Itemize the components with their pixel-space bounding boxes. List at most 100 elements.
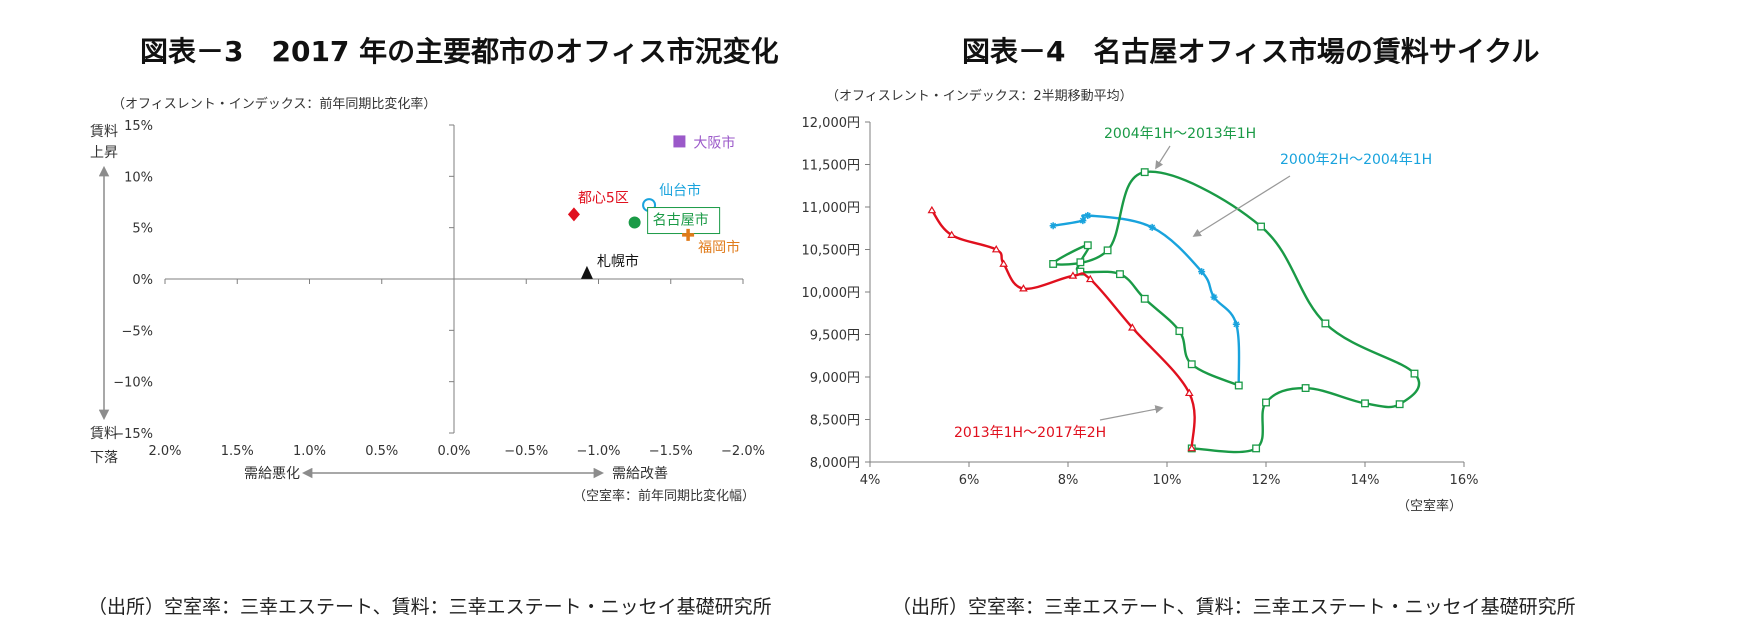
annotation-arrow-green xyxy=(1155,145,1171,170)
x-tick-label: 0.0% xyxy=(437,444,470,459)
series-line-green xyxy=(1051,170,1421,454)
series-point-red xyxy=(1184,388,1194,397)
x-tick-label: 8% xyxy=(1058,473,1079,488)
series-point-red xyxy=(991,245,1001,253)
series-point-red xyxy=(1068,271,1078,279)
scatter-chart: （オフィスレント・インデックス：前年同期比変化率） 2.0% 1.5% 1.0% 0.5… xyxy=(90,96,765,504)
right-chart-title: 図表－4 名古屋オフィス市場の賃料サイクル xyxy=(962,35,1540,68)
point-label-札幌市: 札幌市 xyxy=(597,253,639,270)
x-axis-label: （空室率） xyxy=(1397,498,1462,514)
series-point-blue xyxy=(1148,223,1156,231)
series-point-blue xyxy=(1084,212,1092,219)
point-marker-大阪市 xyxy=(673,135,686,148)
series-point-red xyxy=(1085,274,1095,283)
series-point-blue xyxy=(1079,217,1087,225)
label-rent-up-1: 賃料 xyxy=(90,124,118,140)
x-tick-label: 6% xyxy=(959,473,980,488)
y-tick-label: 12,000円 xyxy=(802,116,861,131)
annotation-label-green: 2004年1H～2013年1H xyxy=(1104,126,1256,142)
x-tick-label: −1.0% xyxy=(577,444,621,459)
series-point-green xyxy=(1234,381,1243,390)
y-tick-label: 11,500円 xyxy=(802,159,861,174)
y-tick-label: −10% xyxy=(113,376,153,391)
series-point-blue xyxy=(1049,222,1057,230)
annotation-label-blue: 2000年2H～2004年1H xyxy=(1280,152,1432,168)
y-tick-label: 8,000円 xyxy=(810,456,860,471)
series-point-green xyxy=(1049,259,1058,268)
series-point-red xyxy=(1019,284,1028,292)
y-tick-label: −5% xyxy=(121,324,153,339)
y-tick-label: −15% xyxy=(113,427,153,442)
series-point-green xyxy=(1140,294,1149,303)
label-rent-down-1: 賃料 xyxy=(90,426,118,442)
series-line-red xyxy=(930,209,1196,449)
x-tick-label: 2.0% xyxy=(148,444,181,459)
y-axis-label: （オフィスレント・インデックス：前年同期比変化率） xyxy=(112,96,436,112)
x-tick-label: 12% xyxy=(1252,473,1281,488)
y-tick-label: 15% xyxy=(124,119,153,134)
point-marker-福岡市 xyxy=(682,228,695,241)
y-tick-label: 8,500円 xyxy=(810,414,860,429)
series-point-green xyxy=(1140,168,1149,177)
series-point-green xyxy=(1395,400,1404,409)
annotation-label-red: 2013年1H～2017年2H xyxy=(954,425,1106,441)
x-tick-label: 16% xyxy=(1450,473,1479,488)
point-marker-名古屋市 xyxy=(628,216,641,229)
series-point-green xyxy=(1083,241,1092,250)
label-rent-up-2: 上昇 xyxy=(90,145,118,161)
series-point-red xyxy=(927,205,937,214)
series-point-green xyxy=(1252,444,1261,453)
x-tick-label: −1.5% xyxy=(649,444,693,459)
x-tick-label: 0.5% xyxy=(365,444,398,459)
series-point-green xyxy=(1103,246,1112,255)
series-point-red xyxy=(1187,443,1197,452)
y-tick-label: 10,000円 xyxy=(802,286,861,301)
series-point-blue xyxy=(1232,320,1240,328)
y-tick-label: 9,500円 xyxy=(810,329,860,344)
point-marker-都心5区 xyxy=(567,207,580,222)
y-tick-label: 5% xyxy=(132,222,153,237)
annotation-arrow-blue xyxy=(1192,175,1291,237)
series-point-green xyxy=(1301,384,1310,392)
x-axis-label: （空室率：前年同期比変化幅） xyxy=(573,488,755,504)
y-tick-label: 11,000円 xyxy=(802,201,861,216)
annotation-arrow-red xyxy=(1099,405,1164,421)
series-point-green xyxy=(1076,258,1085,267)
x-tick-label: −0.5% xyxy=(504,444,548,459)
x-tick-label: 10% xyxy=(1153,473,1182,488)
y-axis-label: （オフィスレント・インデックス：2半期移動平均） xyxy=(826,88,1133,104)
y-tick-label: 0% xyxy=(132,273,153,288)
series-point-green xyxy=(1175,327,1184,336)
label-rent-down-2: 下落 xyxy=(90,450,118,466)
series-point-green xyxy=(1257,222,1265,231)
point-label-box xyxy=(647,207,721,235)
right-source-note: （出所）空室率：三幸エステート、賃料：三幸エステート・ニッセイ基礎研究所 xyxy=(892,596,1576,618)
x-tick-label: 1.5% xyxy=(221,444,254,459)
point-marker-札幌市 xyxy=(580,265,593,279)
label-supply-worse: 需給悪化 xyxy=(244,466,300,482)
point-label-都心5区: 都心5区 xyxy=(578,190,629,206)
point-label-仙台市: 仙台市 xyxy=(659,182,701,199)
y-tick-label: 10% xyxy=(124,170,153,185)
point-label-大阪市: 大阪市 xyxy=(693,134,735,151)
series-point-green xyxy=(1361,399,1369,408)
series-point-green xyxy=(1116,270,1124,279)
series-point-red xyxy=(1128,323,1137,331)
point-label-名古屋市: 名古屋市 xyxy=(653,212,709,229)
y-tick-label: 9,000円 xyxy=(810,371,860,386)
series-point-red xyxy=(999,259,1008,267)
x-tick-label: 1.0% xyxy=(293,444,326,459)
series-point-green xyxy=(1410,369,1419,378)
series-point-red xyxy=(947,230,957,238)
point-label-福岡市: 福岡市 xyxy=(698,239,740,256)
y-tick-label: 10,500円 xyxy=(802,244,861,259)
left-source-note: （出所）空室率：三幸エステート、賃料：三幸エステート・ニッセイ基礎研究所 xyxy=(88,596,772,618)
x-tick-label: 14% xyxy=(1351,473,1380,488)
x-tick-label: −2.0% xyxy=(721,444,765,459)
rent-cycle-chart: （オフィスレント・インデックス：2半期移動平均） 8,000円 8,500円 9,00… xyxy=(802,88,1479,514)
x-tick-label: 4% xyxy=(860,473,881,488)
label-supply-better: 需給改善 xyxy=(612,466,668,482)
series-point-green xyxy=(1321,319,1330,328)
series-point-blue xyxy=(1210,293,1218,301)
series-point-green xyxy=(1262,398,1270,407)
